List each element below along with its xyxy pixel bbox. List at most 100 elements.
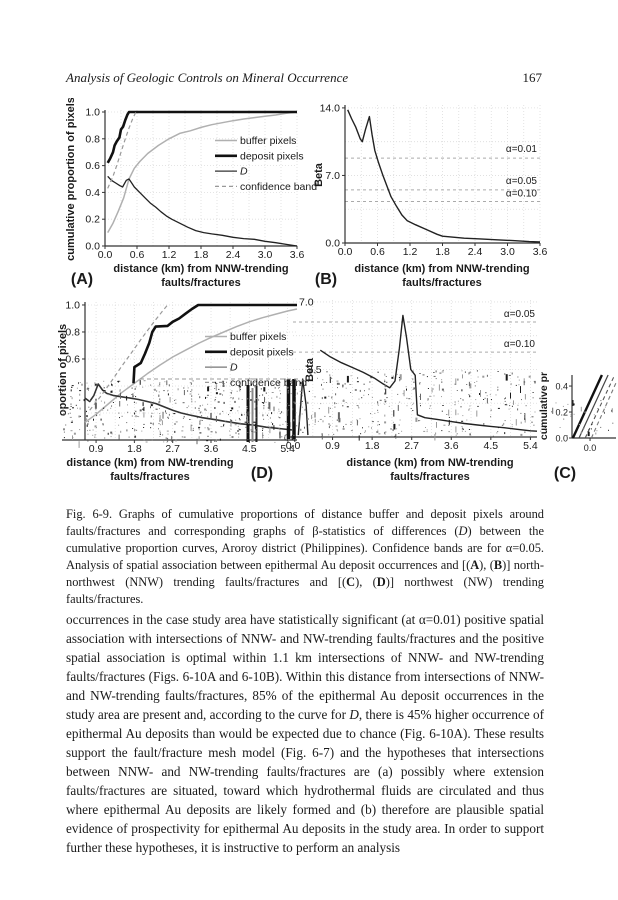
svg-text:5.4: 5.4 <box>280 443 295 455</box>
panel-d-series-deposit-pixels <box>132 303 297 384</box>
svg-text:α=0.05: α=0.05 <box>504 309 536 320</box>
svg-text:2.7: 2.7 <box>404 440 419 452</box>
panel-d: 0.9 1.8 2.7 3.6 4.5 5.4 1.0 0.8 0.6 buffer pixels… <box>57 299 307 483</box>
panel-fragment-series-deposit-pixels <box>571 374 603 439</box>
svg-text:3.0: 3.0 <box>258 249 273 261</box>
svg-text:(C): (C) <box>554 465 576 482</box>
svg-text:0.0: 0.0 <box>85 241 100 253</box>
panel-a-series-deposit-pixels <box>106 110 297 164</box>
svg-text:3.0: 3.0 <box>500 246 515 258</box>
panel-c-series-beta <box>297 314 538 436</box>
svg-text:0.8: 0.8 <box>85 133 100 145</box>
panel-fragment: 0.0 0.4 0.2 0.0 cumulative pr <box>538 372 618 453</box>
svg-text:oportion of pixels: oportion of pixels <box>57 324 69 416</box>
svg-text:3.6: 3.6 <box>444 440 459 452</box>
svg-text:3.5: 3.5 <box>307 364 322 376</box>
page-number: 167 <box>522 70 543 85</box>
svg-text:0.6: 0.6 <box>370 246 385 258</box>
svg-text:1.0: 1.0 <box>65 299 80 311</box>
svg-text:0.0: 0.0 <box>584 443 597 453</box>
svg-text:5.4: 5.4 <box>523 440 538 452</box>
svg-text:4.5: 4.5 <box>484 440 499 452</box>
svg-text:(B): (B) <box>315 271 337 288</box>
svg-text:α=0.10: α=0.10 <box>504 339 536 350</box>
halftone-noise <box>62 380 302 448</box>
svg-text:α=0.10: α=0.10 <box>506 189 538 200</box>
panel-a-grid <box>105 110 298 246</box>
svg-text:0.8: 0.8 <box>65 326 80 338</box>
svg-text:cumulative pr: cumulative pr <box>538 372 550 440</box>
panel-b-grid <box>345 105 541 243</box>
panel-d-series-D <box>84 383 292 431</box>
svg-text:0.0: 0.0 <box>325 238 340 250</box>
svg-text:1.8: 1.8 <box>365 440 380 452</box>
svg-text:distance (km) from NNW-trendin: distance (km) from NNW-trending <box>354 263 529 275</box>
panel-b: α=0.01 α=0.05 α=0.10 0.0 0.6 1.2 1.8 2.4 3.0 3.6 1… <box>313 102 547 289</box>
svg-text:0.0: 0.0 <box>555 434 568 444</box>
svg-text:(A): (A) <box>71 271 93 288</box>
panel-d-series-confidence-band <box>89 304 169 411</box>
svg-text:0.9: 0.9 <box>325 440 340 452</box>
svg-text:0.6: 0.6 <box>130 249 145 261</box>
svg-text:0.6: 0.6 <box>65 353 80 365</box>
svg-text:1.8: 1.8 <box>435 246 450 258</box>
svg-text:0.4: 0.4 <box>85 187 100 199</box>
body-paragraph: occurrences in the case study area have … <box>66 612 544 856</box>
svg-text:2.4: 2.4 <box>468 246 483 258</box>
panel-a-series-confidence-band <box>107 111 137 189</box>
svg-text:deposit pixels: deposit pixels <box>230 346 294 358</box>
svg-text:distance (km) from NW-trending: distance (km) from NW-trending <box>66 457 233 469</box>
panel-b-series-beta <box>347 109 541 243</box>
svg-text:faults/fractures: faults/fractures <box>390 471 469 483</box>
svg-text:distance (km) from NW-trending: distance (km) from NW-trending <box>346 457 513 469</box>
svg-text:0.9: 0.9 <box>89 443 104 455</box>
svg-text:14.0: 14.0 <box>320 102 341 114</box>
svg-text:1.8: 1.8 <box>127 443 142 455</box>
svg-text:α=0.05: α=0.05 <box>506 176 538 187</box>
panel-a-series-D <box>107 175 298 247</box>
svg-text:1.2: 1.2 <box>403 246 418 258</box>
svg-text:Beta: Beta <box>313 162 325 187</box>
panel-fragment-series-buffer-pixels <box>578 374 609 439</box>
panel-d-grid <box>85 302 297 440</box>
svg-text:0.2: 0.2 <box>555 408 568 418</box>
svg-text:4.5: 4.5 <box>242 443 257 455</box>
svg-text:deposit pixels: deposit pixels <box>240 150 304 162</box>
svg-text:1.8: 1.8 <box>194 249 209 261</box>
svg-text:3.6: 3.6 <box>204 443 219 455</box>
page-header: Analysis of Geologic Controls on Mineral… <box>66 70 542 86</box>
svg-text:0.2: 0.2 <box>85 214 100 226</box>
svg-text:D: D <box>230 362 238 374</box>
svg-text:Beta: Beta <box>304 357 316 382</box>
svg-text:1.0: 1.0 <box>85 107 100 119</box>
panel-a: 0.0 0.6 1.2 1.8 2.4 3.0 3.6 1.0 0.8 0.6 0.4 0.2 0.0 b… <box>65 98 317 289</box>
panel-fragment-series-confidence-band <box>584 376 615 439</box>
svg-text:0.0: 0.0 <box>286 440 301 452</box>
svg-text:faults/fractures: faults/fractures <box>110 471 189 483</box>
svg-text:2.7: 2.7 <box>165 443 180 455</box>
figure-caption: Fig. 6-9. Graphs of cumulative proportio… <box>66 507 544 607</box>
svg-text:2.4: 2.4 <box>226 249 241 261</box>
svg-text:distance (km) from NNW-trendin: distance (km) from NNW-trending <box>113 263 288 275</box>
svg-text:0.4: 0.4 <box>555 382 568 392</box>
svg-text:3.6: 3.6 <box>290 249 305 261</box>
running-title: Analysis of Geologic Controls on Mineral… <box>66 70 349 85</box>
halftone-noise <box>300 370 536 441</box>
svg-text:cumulative proportion of pixel: cumulative proportion of pixels <box>65 98 77 261</box>
svg-text:confidence band: confidence band <box>240 181 317 193</box>
svg-text:7.0: 7.0 <box>325 170 340 182</box>
svg-text:buffer pixels: buffer pixels <box>230 331 286 343</box>
svg-text:7.0: 7.0 <box>299 296 314 308</box>
svg-text:D: D <box>240 166 248 178</box>
svg-text:0.0: 0.0 <box>98 249 113 261</box>
svg-text:0.0: 0.0 <box>338 246 353 258</box>
svg-text:1.2: 1.2 <box>162 249 177 261</box>
svg-text:(D): (D) <box>251 465 273 482</box>
svg-text:3.6: 3.6 <box>533 246 548 258</box>
svg-text:faults/fractures: faults/fractures <box>402 277 481 289</box>
svg-text:α=0.01: α=0.01 <box>506 144 538 155</box>
svg-text:0.6: 0.6 <box>85 160 100 172</box>
